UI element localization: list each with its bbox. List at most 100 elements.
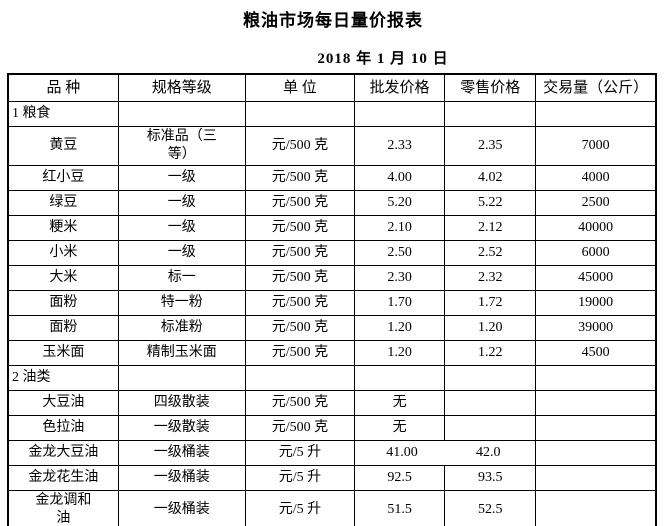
empty-cell xyxy=(353,365,446,391)
volume-cell xyxy=(535,440,657,466)
empty-cell xyxy=(444,101,537,127)
wholesale-price-cell: 1.20 xyxy=(353,340,446,366)
item-name-cell: 大米 xyxy=(7,265,119,291)
table-row: 金龙大豆油 一级桶装 元/5 升 41.00 42.0 xyxy=(7,440,657,466)
volume-cell xyxy=(535,390,657,416)
item-name-cell: 面粉 xyxy=(7,315,119,341)
col-header-volume: 交易量（公斤） xyxy=(535,73,657,102)
col-header-spec-grade: 规格等级 xyxy=(117,73,246,102)
unit-cell: 元/500 克 xyxy=(244,165,356,191)
wholesale-price-cell: 1.20 xyxy=(353,315,446,341)
volume-cell xyxy=(535,490,657,526)
retail-price-cell xyxy=(444,390,537,416)
spec-grade-cell: 一级散装 xyxy=(117,415,246,441)
page-title: 粮油市场每日量价报表 xyxy=(243,11,423,30)
unit-cell: 元/500 克 xyxy=(244,315,356,341)
item-name-cell: 小米 xyxy=(7,240,119,266)
section-row: 2 油类 xyxy=(7,365,657,391)
table-row: 红小豆 一级 元/500 克 4.00 4.02 4000 xyxy=(7,165,657,191)
table-row: 大米 标一 元/500 克 2.30 2.32 45000 xyxy=(7,265,657,291)
unit-cell: 元/500 克 xyxy=(244,415,356,441)
item-name-cell: 黄豆 xyxy=(7,126,119,166)
item-name-cell: 金龙大豆油 xyxy=(7,440,119,466)
section-label: 1 粮食 xyxy=(7,101,119,127)
spec-grade-cell: 一级 xyxy=(117,165,246,191)
wholesale-price-cell: 1.70 xyxy=(353,290,446,316)
spec-grade-cell: 标准粉 xyxy=(117,315,246,341)
item-name-cell: 色拉油 xyxy=(7,415,119,441)
unit-cell: 元/5 升 xyxy=(244,490,356,526)
wholesale-price-cell: 92.5 xyxy=(353,465,446,491)
retail-price-cell: 93.5 xyxy=(444,465,537,491)
wholesale-price-cell: 2.33 xyxy=(353,126,446,166)
unit-cell: 元/500 克 xyxy=(244,126,356,166)
volume-cell xyxy=(535,465,657,491)
table-body: 1 粮食 黄豆 标准品（三 等） 元/500 克 2.33 2.35 7000 红小豆 一级 元/… xyxy=(7,101,657,526)
retail-price-cell: 2.52 xyxy=(444,240,537,266)
table-row: 金龙花生油 一级桶装 元/5 升 92.5 93.5 xyxy=(7,465,657,491)
col-header-wholesale-price: 批发价格 xyxy=(353,73,446,102)
empty-cell xyxy=(244,365,356,391)
price-table: 品 种 规格等级 单 位 批发价格 零售价格 交易量（公斤） 1 粮食 黄豆 标准品… xyxy=(7,73,657,526)
volume-cell: 2500 xyxy=(535,190,657,216)
col-header-retail-price: 零售价格 xyxy=(444,73,537,102)
item-name-cell: 红小豆 xyxy=(7,165,119,191)
wholesale-price-cell: 51.5 xyxy=(353,490,446,526)
retail-price-cell: 1.22 xyxy=(444,340,537,366)
empty-cell xyxy=(535,365,657,391)
volume-cell: 39000 xyxy=(535,315,657,341)
retail-price-value: 42.0 xyxy=(476,445,501,460)
wholesale-price-cell: 2.10 xyxy=(353,215,446,241)
spec-grade-cell: 标一 xyxy=(117,265,246,291)
retail-price-cell: 2.32 xyxy=(444,265,537,291)
volume-cell: 6000 xyxy=(535,240,657,266)
wholesale-price-cell: 2.50 xyxy=(353,240,446,266)
table-row: 粳米 一级 元/500 克 2.10 2.12 40000 xyxy=(7,215,657,241)
unit-cell: 元/5 升 xyxy=(244,440,356,466)
spec-grade-cell: 特一粉 xyxy=(117,290,246,316)
table-row: 黄豆 标准品（三 等） 元/500 克 2.33 2.35 7000 xyxy=(7,126,657,166)
unit-cell: 元/500 克 xyxy=(244,190,356,216)
wholesale-price-value: 41.00 xyxy=(386,445,418,460)
volume-cell xyxy=(535,415,657,441)
item-name-cell: 金龙花生油 xyxy=(7,465,119,491)
section-label: 2 油类 xyxy=(7,365,119,391)
volume-cell: 4500 xyxy=(535,340,657,366)
wholesale-price-cell: 2.30 xyxy=(353,265,446,291)
wholesale-price-cell: 无 xyxy=(353,415,446,441)
item-name-cell: 玉米面 xyxy=(7,340,119,366)
volume-cell: 19000 xyxy=(535,290,657,316)
item-name-cell: 大豆油 xyxy=(7,390,119,416)
unit-cell: 元/500 克 xyxy=(244,340,356,366)
spec-grade-cell: 标准品（三 等） xyxy=(117,126,246,166)
retail-price-cell: 5.22 xyxy=(444,190,537,216)
empty-cell xyxy=(535,101,657,127)
table-row: 小米 一级 元/500 克 2.50 2.52 6000 xyxy=(7,240,657,266)
col-header-variety: 品 种 xyxy=(7,73,119,102)
retail-price-cell: 2.12 xyxy=(444,215,537,241)
table-row: 玉米面 精制玉米面 元/500 克 1.20 1.22 4500 xyxy=(7,340,657,366)
wholesale-price-cell: 无 xyxy=(353,390,446,416)
spec-grade-cell: 一级 xyxy=(117,190,246,216)
item-name-cell: 金龙调和 油 xyxy=(7,490,119,526)
table-row: 面粉 标准粉 元/500 克 1.20 1.20 39000 xyxy=(7,315,657,341)
unit-cell: 元/500 克 xyxy=(244,265,356,291)
retail-price-cell xyxy=(444,415,537,441)
retail-price-cell: 2.35 xyxy=(444,126,537,166)
spec-grade-cell: 精制玉米面 xyxy=(117,340,246,366)
unit-cell: 元/5 升 xyxy=(244,465,356,491)
unit-cell: 元/500 克 xyxy=(244,240,356,266)
spec-grade-cell: 四级散装 xyxy=(117,390,246,416)
item-name-cell: 粳米 xyxy=(7,215,119,241)
item-name-cell: 面粉 xyxy=(7,290,119,316)
col-header-unit: 单 位 xyxy=(244,73,356,102)
wholesale-price-cell: 4.00 xyxy=(353,165,446,191)
volume-cell: 40000 xyxy=(535,215,657,241)
volume-cell: 4000 xyxy=(535,165,657,191)
wholesale-price-cell: 5.20 xyxy=(353,190,446,216)
report-date: 2018 年 1 月 10 日 xyxy=(317,51,449,67)
spec-grade-cell: 一级桶装 xyxy=(117,490,246,526)
table-row: 色拉油 一级散装 元/500 克无 xyxy=(7,415,657,441)
empty-cell xyxy=(444,365,537,391)
